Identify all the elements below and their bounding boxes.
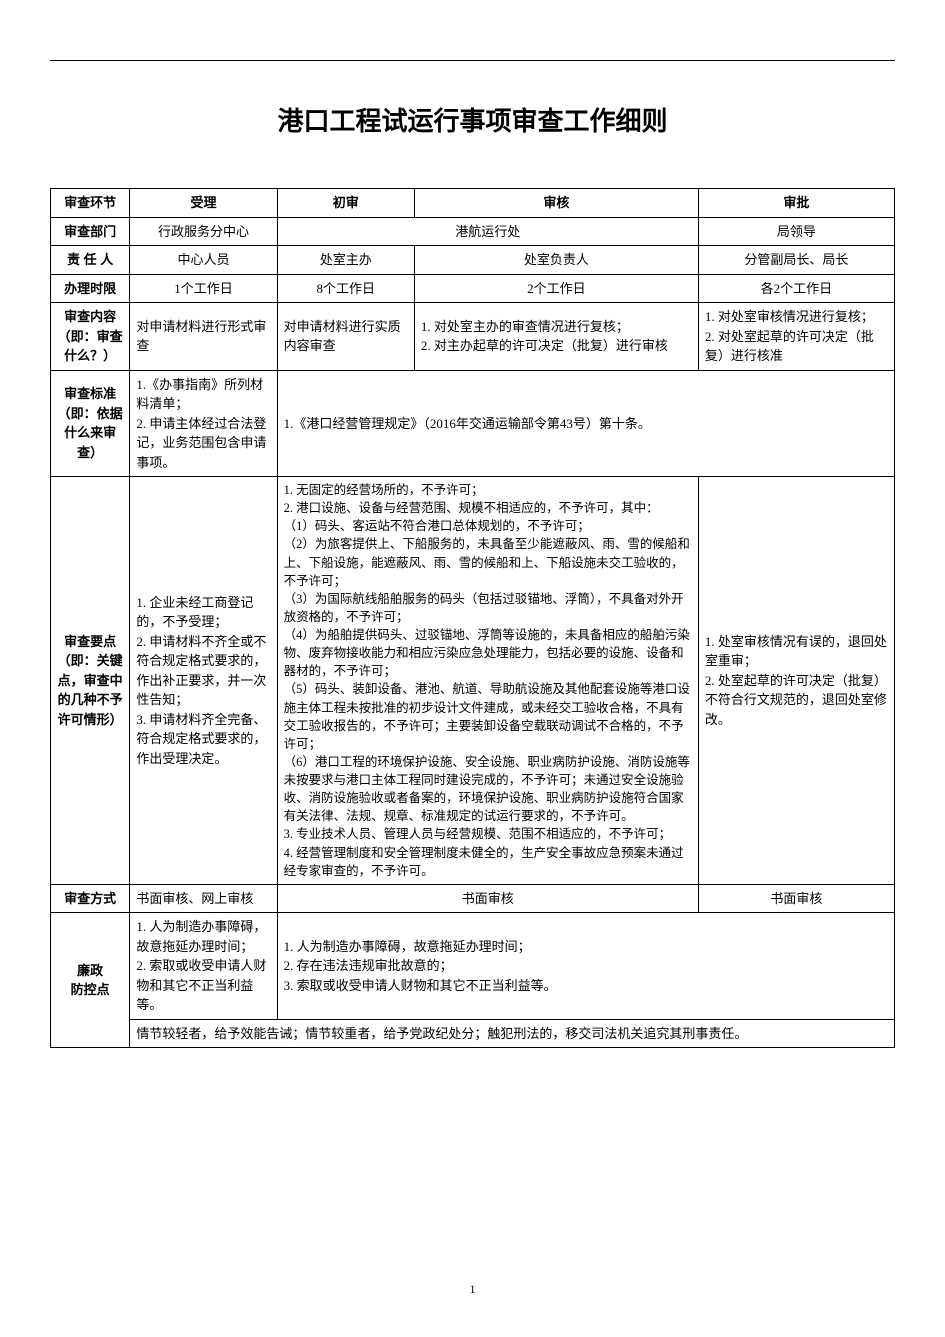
dept-middle: 港航运行处	[277, 217, 698, 246]
integrity-bottom: 情节较轻者，给予效能告诫；情节较重者，给予党政纪处分；触犯刑法的，移交司法机关追…	[130, 1019, 895, 1048]
keypoints-middle: 1. 无固定的经营场所的，不予许可；2. 港口设施、设备与经营范围、规模不相适应…	[277, 477, 698, 885]
person-label: 责 任 人	[51, 246, 130, 275]
header-review: 审核	[414, 189, 698, 218]
header-initial: 初审	[277, 189, 414, 218]
person-initial: 处室主办	[277, 246, 414, 275]
review-rules-table: 审查环节 受理 初审 审核 审批 审查部门 行政服务分中心 港航运行处 局领导 …	[50, 188, 895, 1048]
method-row: 审查方式 书面审核、网上审核 书面审核 书面审核	[51, 884, 895, 913]
time-approve: 各2个工作日	[698, 274, 894, 303]
time-review: 2个工作日	[414, 274, 698, 303]
integrity-row-top: 廉政防控点 1. 人为制造办事障碍，故意拖延办理时间；2. 索取或收受申请人财物…	[51, 913, 895, 1020]
keypoints-accept: 1. 企业未经工商登记的，不予受理；2. 申请材料不齐全或不符合规定格式要求的，…	[130, 477, 277, 885]
content-review: 1. 对处室主办的审查情况进行复核；2. 对主办起草的许可决定（批复）进行审核	[414, 303, 698, 371]
standard-label: 审查标准（即：依据什么来审查）	[51, 370, 130, 477]
dept-approve: 局领导	[698, 217, 894, 246]
method-accept: 书面审核、网上审核	[130, 884, 277, 913]
integrity-row-bottom: 情节较轻者，给予效能告诫；情节较重者，给予党政纪处分；触犯刑法的，移交司法机关追…	[51, 1019, 895, 1048]
method-middle: 书面审核	[277, 884, 698, 913]
content-label: 审查内容（即：审查什么？）	[51, 303, 130, 371]
person-review: 处室负责人	[414, 246, 698, 275]
page-number: 1	[0, 1282, 945, 1297]
standard-accept: 1.《办事指南》所列材料清单；2. 申请主体经过合法登记，业务范围包含申请事项。	[130, 370, 277, 477]
time-row: 办理时限 1个工作日 8个工作日 2个工作日 各2个工作日	[51, 274, 895, 303]
header-row: 审查环节 受理 初审 审核 审批	[51, 189, 895, 218]
content-initial: 对申请材料进行实质内容审查	[277, 303, 414, 371]
integrity-label: 廉政防控点	[51, 913, 130, 1048]
dept-accept: 行政服务分中心	[130, 217, 277, 246]
content-approve: 1. 对处室审核情况进行复核；2. 对处室起草的许可决定（批复）进行核准	[698, 303, 894, 371]
standard-merged: 1.《港口经营管理规定》（2016年交通运输部令第43号）第十条。	[277, 370, 894, 477]
top-horizontal-rule	[50, 60, 895, 61]
standard-row: 审查标准（即：依据什么来审查） 1.《办事指南》所列材料清单；2. 申请主体经过…	[51, 370, 895, 477]
content-accept: 对申请材料进行形式审查	[130, 303, 277, 371]
time-accept: 1个工作日	[130, 274, 277, 303]
content-row: 审查内容（即：审查什么？） 对申请材料进行形式审查 对申请材料进行实质内容审查 …	[51, 303, 895, 371]
header-approve: 审批	[698, 189, 894, 218]
header-stage: 审查环节	[51, 189, 130, 218]
person-row: 责 任 人 中心人员 处室主办 处室负责人 分管副局长、局长	[51, 246, 895, 275]
method-label: 审查方式	[51, 884, 130, 913]
integrity-merged: 1. 人为制造办事障碍，故意拖延办理时间；2. 存在违法违规审批故意的；3. 索…	[277, 913, 894, 1020]
document-title: 港口工程试运行事项审查工作细则	[50, 101, 895, 138]
person-approve: 分管副局长、局长	[698, 246, 894, 275]
integrity-accept: 1. 人为制造办事障碍，故意拖延办理时间；2. 索取或收受申请人财物和其它不正当…	[130, 913, 277, 1020]
keypoints-label: 审查要点（即：关键点，审查中的几种不予许可情形）	[51, 477, 130, 885]
header-accept: 受理	[130, 189, 277, 218]
keypoints-approve: 1. 处室审核情况有误的，退回处室重审；2. 处室起草的许可决定（批复）不符合行…	[698, 477, 894, 885]
method-approve: 书面审核	[698, 884, 894, 913]
time-label: 办理时限	[51, 274, 130, 303]
keypoints-row: 审查要点（即：关键点，审查中的几种不予许可情形） 1. 企业未经工商登记的，不予…	[51, 477, 895, 885]
dept-label: 审查部门	[51, 217, 130, 246]
time-initial: 8个工作日	[277, 274, 414, 303]
dept-row: 审查部门 行政服务分中心 港航运行处 局领导	[51, 217, 895, 246]
person-accept: 中心人员	[130, 246, 277, 275]
